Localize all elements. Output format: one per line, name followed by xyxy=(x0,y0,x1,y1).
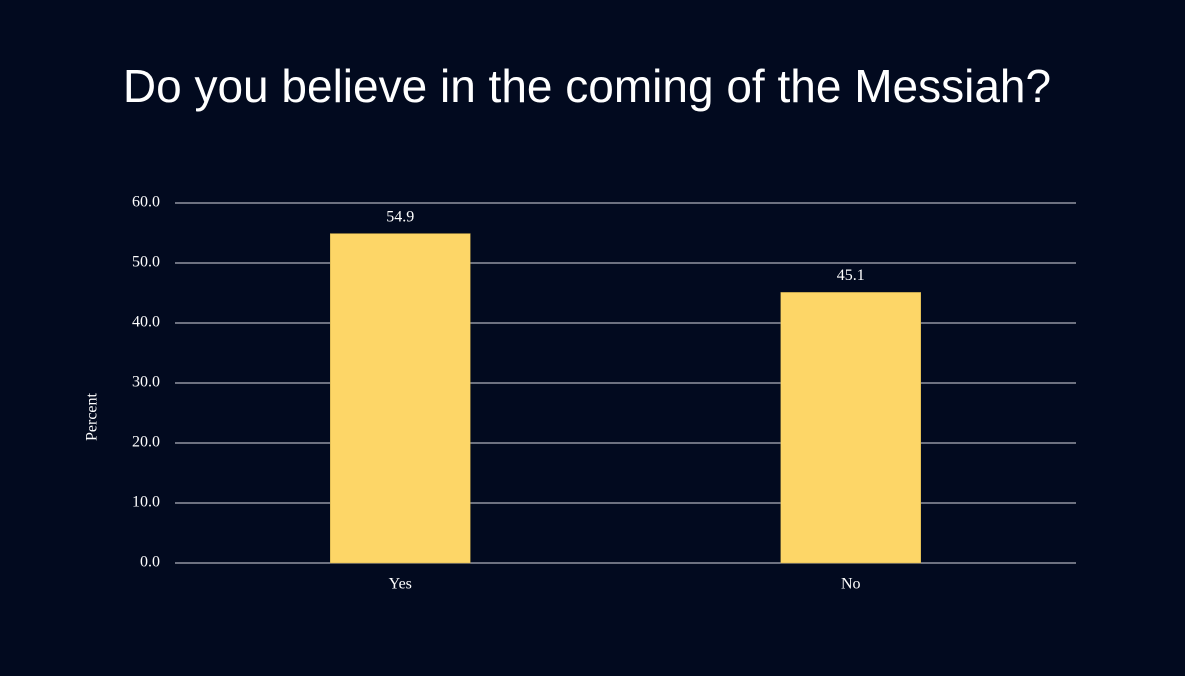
y-tick-label: 50.0 xyxy=(132,254,160,271)
y-tick-label: 40.0 xyxy=(132,314,160,331)
y-tick-label: 20.0 xyxy=(132,434,160,451)
x-tick-label: Yes xyxy=(389,576,412,593)
bar xyxy=(330,233,471,564)
y-tick-label: 10.0 xyxy=(132,494,160,511)
chart-title: Do you believe in the coming of the Mess… xyxy=(123,60,1051,112)
y-tick-label: 60.0 xyxy=(132,194,160,211)
bar xyxy=(780,292,921,564)
y-axis-label: Percent xyxy=(84,392,101,441)
data-label: 54.9 xyxy=(386,208,414,225)
y-tick-label: 30.0 xyxy=(132,374,160,391)
y-tick-label: 0.0 xyxy=(140,554,160,571)
x-tick-label: No xyxy=(841,576,861,593)
data-label: 45.1 xyxy=(837,267,865,284)
